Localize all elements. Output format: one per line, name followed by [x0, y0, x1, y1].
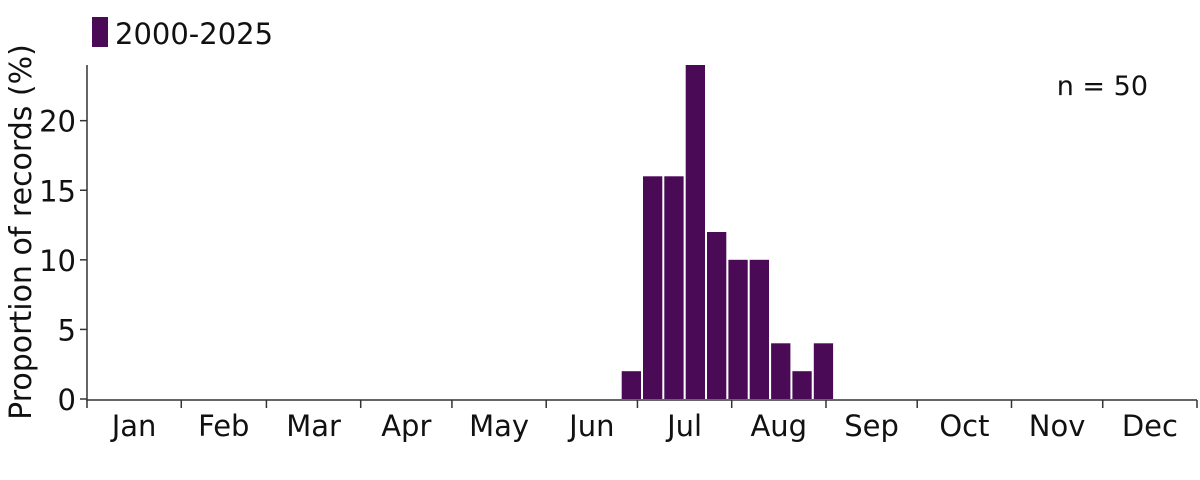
x-tick-label-may: May: [469, 409, 529, 443]
x-tick-label-sep: Sep: [844, 409, 899, 443]
x-tick-label-jun: Jun: [567, 409, 614, 443]
bar-week-33: [771, 343, 791, 399]
x-tick-label-dec: Dec: [1122, 409, 1178, 443]
x-tick-label-jul: Jul: [665, 409, 702, 443]
y-tick-label: 20: [39, 105, 76, 139]
bar-week-35: [813, 343, 834, 399]
sample-size-annotation: n = 50: [1057, 71, 1148, 102]
x-tick-label-oct: Oct: [939, 409, 989, 443]
bar-week-30: [707, 232, 727, 399]
legend: 2000-2025: [92, 17, 273, 51]
legend-label: 2000-2025: [115, 17, 273, 51]
legend-swatch: [92, 17, 108, 47]
bar-week-31: [728, 259, 748, 399]
y-axis: 0 5 10 15 20: [39, 65, 88, 417]
bars: [621, 65, 834, 399]
bar-week-28: [664, 176, 684, 399]
x-tick-label-aug: Aug: [750, 409, 807, 443]
bar-week-27: [643, 176, 663, 399]
x-tick-label-nov: Nov: [1029, 409, 1086, 443]
bar-week-34: [792, 371, 812, 399]
bar-week-26: [621, 371, 641, 399]
x-axis: Jan Feb Mar Apr May Jun Jul Aug Sep Oct Nov Dec: [86, 399, 1198, 443]
y-tick-label: 0: [58, 383, 76, 417]
bar-week-29: [685, 65, 705, 399]
x-tick-label-mar: Mar: [286, 409, 341, 443]
y-tick-label: 15: [39, 174, 76, 208]
y-axis-title: Proportion of records (%): [4, 44, 39, 420]
x-tick-label-apr: Apr: [381, 409, 431, 443]
x-tick-label-jan: Jan: [110, 409, 157, 443]
y-tick-label: 5: [58, 313, 76, 347]
x-tick-label-feb: Feb: [198, 409, 249, 443]
bar-week-32: [749, 259, 769, 399]
y-tick-label: 10: [39, 244, 76, 278]
